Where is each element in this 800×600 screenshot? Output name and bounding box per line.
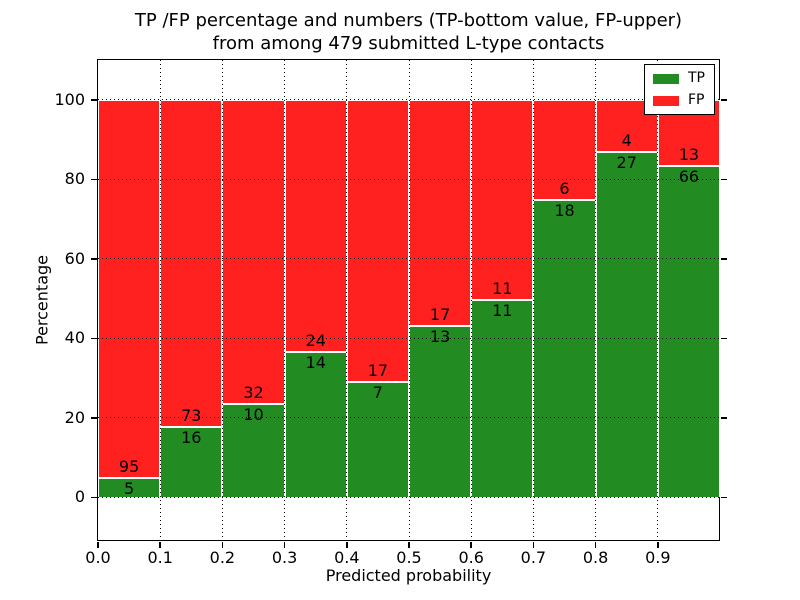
y-tick-mark-right (720, 417, 727, 419)
tp-bar-segment (346, 381, 409, 498)
y-tick-mark (91, 337, 97, 339)
fp-count-label: 95 (118, 457, 140, 477)
tp-count-label: 13 (429, 327, 451, 347)
legend-label-tp: TP (688, 70, 705, 86)
x-gridline (595, 60, 597, 541)
tp-bar-segment (409, 325, 472, 498)
tp-count-label: 10 (243, 404, 264, 424)
x-gridline (470, 60, 472, 541)
fp-count-label: 17 (429, 305, 451, 325)
x-tick-label: 0.2 (209, 548, 236, 567)
fp-count-label: 32 (243, 382, 264, 402)
chart-title: TP /FP percentage and numbers (TP-bottom… (97, 9, 720, 55)
x-tick-mark (532, 542, 535, 548)
legend-swatch-tp (653, 73, 679, 84)
chart-title-line1: TP /FP percentage and numbers (TP-bottom… (134, 10, 683, 31)
y-tick-mark (91, 258, 97, 260)
tp-count-label: 5 (124, 479, 135, 499)
x-gridline (159, 60, 161, 541)
x-tick-label: 0.0 (85, 548, 111, 567)
x-tick-mark (408, 542, 410, 548)
x-gridline (408, 60, 410, 541)
y-tick-mark-right (720, 178, 727, 180)
tp-bar-segment (98, 477, 161, 498)
tp-count-label: 14 (305, 352, 326, 372)
y-tick-mark (91, 178, 97, 180)
x-tick-label: 0.8 (582, 548, 609, 567)
x-tick-mark (657, 542, 659, 548)
fp-bar-segment (533, 99, 596, 200)
y-tick-label: 0 (74, 487, 85, 507)
fp-bar-segment (284, 99, 347, 351)
tp-count-label: 27 (616, 153, 637, 173)
y-tick-label: 80 (64, 169, 85, 189)
fp-count-label: 11 (492, 278, 513, 298)
y-tick-mark (91, 99, 97, 101)
y-tick-mark (91, 417, 97, 419)
fp-bar-segment (409, 99, 472, 326)
y-tick-mark (91, 496, 97, 499)
tp-bar-segment (657, 165, 720, 498)
chart-title-line2: from among 479 submitted L-type contacts (212, 33, 605, 54)
legend-entry: TP (653, 71, 705, 86)
tp-bar-segment (471, 298, 534, 498)
tp-count-label: 7 (372, 383, 383, 403)
x-tick-mark (594, 542, 597, 548)
fp-count-label: 4 (621, 131, 632, 151)
fp-count-label: 73 (181, 405, 202, 425)
tp-bar-segment (222, 402, 285, 498)
y-tick-mark-right (720, 258, 727, 260)
legend-swatch-fp (653, 95, 679, 106)
x-gridline (346, 60, 348, 541)
tp-count-label: 11 (492, 300, 513, 320)
y-tick-mark-right (720, 337, 727, 339)
x-tick-mark (221, 542, 224, 548)
x-gridline (221, 60, 223, 541)
fp-bar-segment (346, 99, 409, 382)
tp-count-label: 18 (554, 201, 575, 221)
y-tick-label: 20 (64, 407, 85, 427)
tp-bar-segment (160, 425, 223, 498)
tp-bar-segment (533, 199, 596, 498)
fp-count-label: 17 (367, 361, 389, 381)
x-axis-label: Predicted probability (325, 566, 492, 585)
x-tick-label: 0.3 (271, 548, 298, 567)
y-tick-label: 40 (64, 328, 85, 348)
fp-count-label: 24 (305, 330, 326, 350)
y-tick-mark-right (720, 99, 727, 101)
x-tick-label: 0.6 (458, 548, 484, 567)
tp-count-label: 16 (181, 427, 202, 447)
x-tick-mark (97, 542, 99, 548)
x-tick-mark (283, 542, 286, 548)
x-gridline (532, 60, 534, 541)
y-tick-label: 100 (54, 89, 85, 109)
x-gridline (657, 60, 659, 541)
x-tick-label: 0.7 (520, 548, 547, 567)
fp-count-label: 6 (559, 179, 570, 199)
fp-bar-segment (222, 99, 285, 403)
x-gridline (284, 60, 286, 541)
fp-bar-segment (160, 99, 223, 426)
tp-bar-segment (595, 151, 658, 498)
y-tick-mark-right (720, 496, 727, 499)
legend-entry: FP (653, 93, 705, 108)
x-tick-mark (346, 542, 348, 548)
tp-bar-segment (284, 350, 347, 498)
legend-label-fp: FP (688, 92, 705, 108)
x-tick-label: 0.5 (396, 548, 422, 567)
tp-count-label: 66 (678, 167, 700, 187)
x-tick-label: 0.4 (334, 548, 360, 567)
x-tick-label: 0.1 (147, 548, 173, 567)
legend: TP FP (644, 64, 715, 115)
fp-count-label: 13 (678, 145, 700, 165)
x-tick-mark (159, 542, 161, 548)
fp-bar-segment (98, 99, 161, 478)
x-tick-label: 0.9 (645, 548, 671, 567)
y-tick-label: 60 (64, 248, 85, 268)
fp-bar-segment (471, 99, 534, 299)
y-axis-label: Percentage (32, 254, 52, 346)
x-tick-mark (470, 542, 472, 548)
